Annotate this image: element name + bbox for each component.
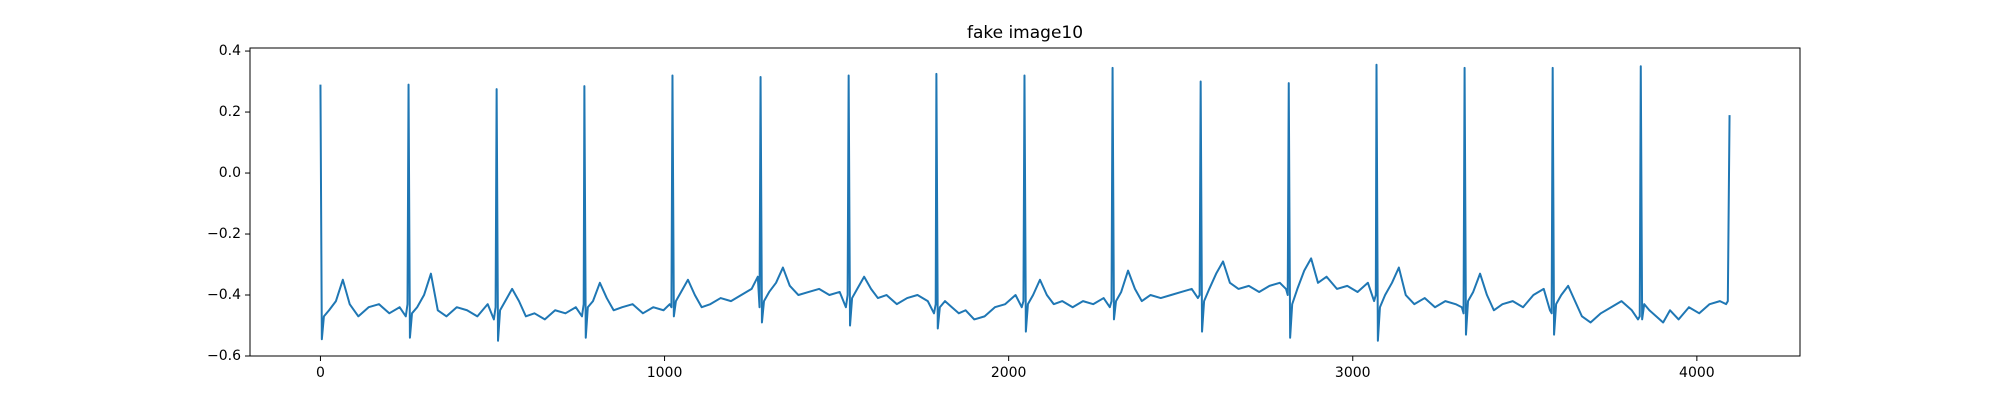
data-line <box>319 63 1731 342</box>
y-tick-label: −0.4 <box>207 287 241 303</box>
y-tick-label: 0.2 <box>219 104 241 120</box>
plot-frame <box>249 47 1801 357</box>
chart-title: fake image10 <box>967 23 1083 43</box>
y-tick-label: −0.6 <box>207 348 241 364</box>
x-tick-label: 0 <box>316 365 325 381</box>
y-tick-label: 0.0 <box>219 165 241 181</box>
x-tick-label: 4000 <box>1679 365 1715 381</box>
y-tick-label: −0.2 <box>207 226 241 242</box>
x-tick-label: 1000 <box>647 365 683 381</box>
x-tick-label: 2000 <box>991 365 1027 381</box>
y-tick-label: 0.4 <box>219 43 241 59</box>
x-tick-label: 3000 <box>1335 365 1371 381</box>
